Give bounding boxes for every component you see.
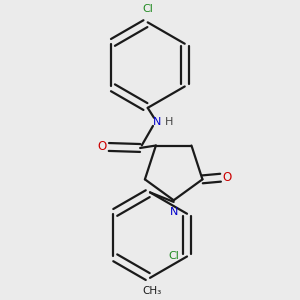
Text: N: N — [153, 117, 161, 127]
Text: O: O — [97, 140, 106, 154]
Text: Cl: Cl — [168, 251, 179, 262]
Text: Cl: Cl — [142, 4, 153, 14]
Text: CH₃: CH₃ — [142, 286, 161, 296]
Text: N: N — [169, 208, 178, 218]
Text: O: O — [223, 171, 232, 184]
Text: H: H — [165, 117, 173, 127]
